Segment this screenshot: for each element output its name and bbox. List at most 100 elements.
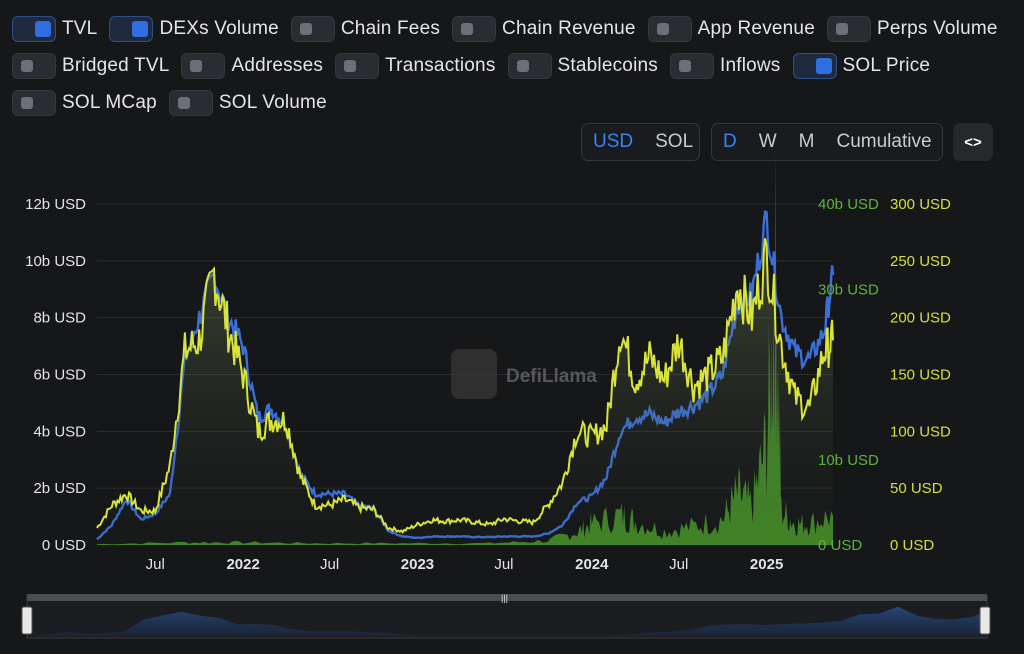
currency-usd-button[interactable]: USD — [593, 131, 634, 152]
toggle-chain-revenue[interactable]: Chain Revenue — [452, 15, 636, 42]
switch[interactable] — [452, 15, 497, 42]
brush-top-bar[interactable] — [27, 594, 987, 601]
y-left-tick-label: 2b USD — [33, 480, 86, 497]
code-brackets-icon: <> — [964, 133, 982, 151]
y-mid-tick-label: 0 USD — [818, 537, 862, 554]
toggle-chain-fees[interactable]: Chain Fees — [290, 15, 441, 42]
toggle-label: Bridged TVL — [62, 54, 170, 76]
series-layer — [96, 148, 835, 545]
switch[interactable] — [335, 52, 380, 79]
y-right-tick-label: 200 USD — [890, 310, 951, 327]
y-right-tick-label: 50 USD — [890, 480, 943, 497]
switch-knob — [344, 59, 357, 72]
toggle-sol-price[interactable]: SOL Price — [792, 52, 931, 79]
switch-knob — [516, 59, 529, 72]
switch[interactable] — [181, 52, 226, 79]
toggle-label: Stablecoins — [557, 54, 658, 76]
x-tick-label: Jul — [146, 556, 165, 573]
brush-grip-icon[interactable]: ||| — [501, 593, 508, 603]
y-right-tick-label: 150 USD — [890, 367, 951, 384]
x-tick-label: 2023 — [401, 556, 434, 573]
toggle-sol-mcap[interactable]: SOL MCap — [12, 89, 157, 116]
toggle-inflows[interactable]: Inflows — [669, 52, 781, 79]
switch[interactable] — [12, 89, 56, 116]
toggle-label: SOL Volume — [218, 91, 327, 113]
y-right-tick-label: 0 USD — [890, 537, 934, 554]
granularity-monthly-button[interactable]: M — [798, 131, 815, 152]
toggle-bridged-tvl[interactable]: Bridged TVL — [12, 52, 170, 79]
toggle-label: Chain Fees — [340, 17, 441, 39]
toggle-sol-volume[interactable]: SOL Volume — [168, 89, 327, 116]
y-mid-tick-label: 10b USD — [818, 452, 879, 469]
y-right-tick-label: 300 USD — [890, 196, 951, 213]
sol-price-area — [97, 238, 833, 545]
granularity-daily-button[interactable]: D — [723, 131, 737, 152]
y-right-tick-label: 250 USD — [890, 253, 951, 270]
toggle-row-2: Bridged TVL Addresses Transactions Stabl… — [12, 47, 1012, 84]
switch-knob — [177, 96, 190, 109]
toggle-label: SOL Price — [842, 54, 931, 76]
granularity-weekly-button[interactable]: W — [758, 131, 777, 152]
x-tick-label: 2024 — [575, 556, 609, 573]
metric-toggles: TVL DEXs Volume Chain Fees Chain Revenue… — [12, 10, 1012, 121]
currency-sol-button[interactable]: SOL — [655, 131, 694, 152]
toggle-label: Addresses — [231, 54, 324, 76]
y-left-tick-label: 6b USD — [33, 367, 86, 384]
switch-knob — [190, 59, 203, 72]
axis-layer: 0 USD 2b USD 4b USD 6b USD 8b USD 10b USD 12b … — [25, 196, 951, 573]
toggle-label: App Revenue — [697, 17, 815, 39]
switch[interactable] — [507, 52, 552, 79]
switch[interactable] — [290, 15, 335, 42]
watermark: DefiLlama — [451, 349, 597, 399]
y-right-tick-label: 100 USD — [890, 423, 951, 440]
toggle-label: TVL — [62, 17, 98, 39]
brush-right-handle[interactable] — [979, 606, 991, 635]
switch-knob — [299, 22, 312, 35]
toggle-addresses[interactable]: Addresses — [181, 52, 324, 79]
brush-preview-area — [30, 606, 984, 636]
switch-knob — [21, 59, 33, 72]
range-brush[interactable]: ||| — [21, 593, 991, 639]
watermark-text: DefiLlama — [506, 366, 597, 387]
toggle-tvl[interactable]: TVL — [12, 15, 98, 42]
switch-knob — [21, 96, 33, 109]
y-left-tick-label: 10b USD — [25, 253, 86, 270]
toggle-perps-volume[interactable]: Perps Volume — [826, 15, 998, 42]
toggle-label: Perps Volume — [876, 17, 998, 39]
toggle-transactions[interactable]: Transactions — [335, 52, 496, 79]
granularity-cumulative-button[interactable]: Cumulative — [836, 131, 932, 152]
switch-knob — [461, 22, 474, 35]
switch[interactable] — [109, 15, 154, 42]
switch[interactable] — [12, 15, 56, 42]
switch[interactable] — [669, 52, 714, 79]
toggle-label: Chain Revenue — [502, 17, 636, 39]
x-tick-label: Jul — [669, 556, 688, 573]
y-left-tick-label: 8b USD — [33, 310, 86, 327]
switch[interactable] — [647, 15, 692, 42]
embed-button[interactable]: <> — [953, 123, 993, 161]
switch[interactable] — [168, 89, 213, 116]
brush-left-handle[interactable] — [21, 606, 33, 635]
switch[interactable] — [792, 52, 837, 79]
sol-price-line — [96, 238, 834, 534]
y-mid-tick-label: 30b USD — [818, 281, 879, 298]
switch-knob — [815, 57, 832, 74]
y-mid-tick-label: 40b USD — [818, 196, 879, 213]
switch-knob — [678, 59, 691, 72]
switch[interactable] — [826, 15, 871, 42]
toggle-row-3: SOL MCap SOL Volume — [12, 84, 1012, 121]
switch-knob — [656, 22, 669, 35]
x-tick-label: 2022 — [226, 556, 259, 573]
x-tick-label: Jul — [320, 556, 339, 573]
y-left-tick-label: 12b USD — [25, 196, 86, 213]
toggle-dexs-volume[interactable]: DEXs Volume — [109, 15, 279, 42]
toggle-stablecoins[interactable]: Stablecoins — [507, 52, 658, 79]
switch-knob — [132, 20, 149, 37]
toggle-app-revenue[interactable]: App Revenue — [647, 15, 815, 42]
granularity-selector: D W M Cumulative — [711, 123, 943, 161]
toggle-label: Transactions — [385, 54, 496, 76]
watermark-logo-icon — [451, 349, 497, 399]
switch[interactable] — [12, 52, 56, 79]
toggle-row-1: TVL DEXs Volume Chain Fees Chain Revenue… — [12, 10, 1012, 47]
